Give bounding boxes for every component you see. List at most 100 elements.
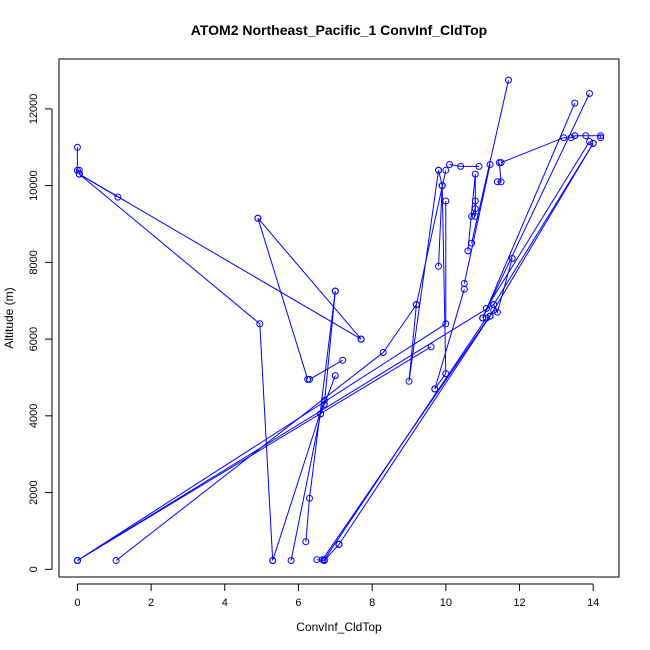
data-point	[256, 320, 264, 328]
series-line-6	[309, 359, 343, 380]
data-point	[457, 162, 465, 170]
data-point	[412, 301, 420, 309]
series-line-11	[316, 559, 325, 561]
data-point	[597, 134, 605, 142]
data-point	[320, 556, 328, 564]
data-point	[471, 212, 479, 220]
chart-title: ATOM2 Northeast_Pacific_1 ConvInf_CldTop	[191, 22, 487, 38]
series-line-16	[115, 170, 447, 561]
axes: 0 2 4 6 8 10 12 14 0 2000 4000 6000 8000 10000 12000	[28, 94, 599, 609]
data-point	[471, 205, 479, 213]
data-point	[73, 143, 81, 151]
data-point	[112, 557, 120, 564]
y-tick-label: 12000	[28, 94, 40, 125]
data-point	[306, 494, 313, 502]
data-point	[468, 212, 476, 220]
series-line-14	[77, 201, 447, 561]
series-line-29	[482, 102, 576, 319]
plot-frame	[58, 58, 620, 578]
series-line-7	[320, 291, 336, 415]
data-point	[497, 159, 505, 167]
series-line-13	[77, 258, 513, 561]
x-tick-label: 2	[148, 597, 154, 609]
y-tick-label: 2000	[28, 480, 40, 504]
data-point	[468, 239, 476, 247]
data-point	[331, 287, 339, 295]
series-line-21	[449, 164, 479, 167]
x-tick-label: 4	[222, 597, 228, 609]
x-tick-label: 12	[513, 597, 525, 609]
series-line-27	[500, 135, 576, 164]
data-point	[269, 557, 277, 564]
series-line-26	[497, 162, 502, 183]
data-point	[446, 161, 453, 168]
data-point	[435, 262, 442, 270]
data-point	[486, 161, 494, 168]
data-point	[482, 314, 490, 322]
y-tick-label: 4000	[28, 404, 40, 428]
series-line-3	[79, 173, 362, 340]
data-point	[597, 132, 605, 140]
series-line-32	[485, 141, 590, 309]
data-point	[479, 314, 487, 322]
series-line-19	[434, 185, 447, 390]
data-point	[486, 312, 494, 320]
data-point	[438, 182, 446, 190]
data-point	[586, 90, 593, 97]
x-tick-label: 0	[74, 597, 80, 609]
data-point	[320, 397, 328, 404]
data-point	[471, 170, 479, 178]
series-line-34	[323, 317, 487, 560]
series-line-10	[290, 413, 322, 561]
data-point	[582, 132, 590, 140]
series-line-35	[338, 315, 491, 545]
data-point	[317, 410, 325, 418]
data-point	[571, 99, 579, 107]
data-point	[75, 170, 83, 178]
y-axis-label: Altitude (m)	[2, 287, 16, 348]
data-point	[493, 178, 501, 186]
series-points	[73, 76, 605, 564]
series-line-30	[482, 93, 590, 319]
series-line-15	[77, 346, 432, 561]
data-point	[442, 197, 450, 205]
data-point	[75, 166, 83, 174]
x-tick-label: 14	[587, 597, 599, 609]
data-point	[475, 162, 483, 170]
series-line-4	[257, 217, 362, 340]
x-axis-label: ConvInf_CldTop	[296, 620, 382, 634]
data-point	[571, 132, 579, 140]
series-line-20	[434, 289, 465, 390]
data-point	[442, 370, 450, 378]
series-line-5	[257, 218, 309, 380]
data-point	[589, 139, 597, 147]
x-tick-label: 6	[295, 597, 301, 609]
y-tick-label: 10000	[28, 170, 40, 201]
data-point	[482, 304, 490, 312]
data-point	[306, 375, 313, 383]
series-line-24	[463, 164, 491, 284]
data-point	[508, 255, 516, 262]
y-tick-label: 0	[28, 566, 40, 572]
data-point	[331, 372, 339, 380]
data-point	[435, 166, 442, 174]
data-point	[505, 76, 512, 84]
series-line-36	[493, 143, 594, 305]
data-point	[431, 385, 439, 393]
data-point	[287, 557, 295, 564]
data-point	[460, 280, 468, 287]
data-point	[320, 400, 328, 408]
data-point	[73, 557, 81, 564]
data-point	[567, 134, 575, 142]
data-point	[427, 343, 435, 351]
series-line-8	[305, 291, 336, 542]
data-point	[339, 356, 347, 364]
data-point	[490, 301, 498, 309]
series-line-0	[76, 147, 80, 171]
series-line-2	[78, 173, 274, 561]
y-tick-label: 8000	[28, 250, 40, 274]
data-point	[405, 377, 413, 385]
data-point	[335, 540, 343, 548]
data-point	[493, 308, 501, 316]
data-point	[318, 556, 326, 564]
